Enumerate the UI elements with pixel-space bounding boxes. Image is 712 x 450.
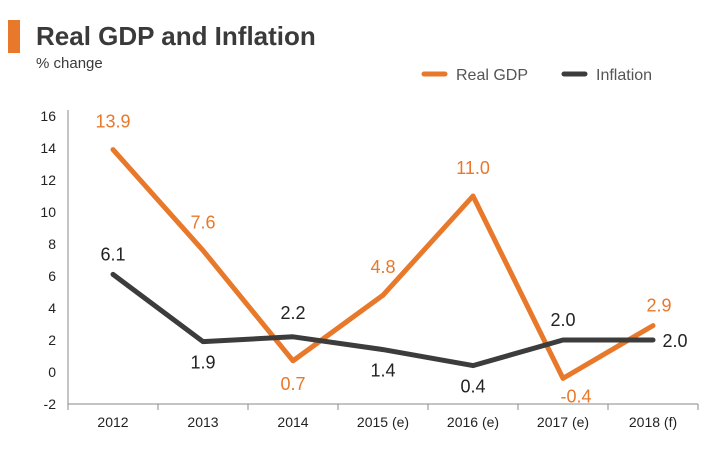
data-label-real-gdp: 2.9 xyxy=(646,296,671,316)
data-label-real-gdp: 4.8 xyxy=(370,257,395,277)
unit-label: % change xyxy=(36,55,103,72)
legend-label-real-gdp: Real GDP xyxy=(456,67,528,84)
series-line-real-gdp xyxy=(110,147,656,381)
data-label-inflation: 1.9 xyxy=(190,353,215,373)
title-accent-bar xyxy=(8,20,20,53)
y-tick-label: 14 xyxy=(40,140,56,156)
data-label-real-gdp: 7.6 xyxy=(190,212,215,232)
legend: Real GDP Inflation xyxy=(421,67,652,84)
data-label-inflation: 2.2 xyxy=(280,303,305,323)
y-tick-label: 2 xyxy=(48,332,56,348)
data-label-inflation: 1.4 xyxy=(370,361,395,381)
series-line-inflation xyxy=(110,271,656,369)
data-label-real-gdp: -0.4 xyxy=(560,386,591,406)
data-label-real-gdp: 13.9 xyxy=(95,112,130,132)
x-tick-label: 2017 (e) xyxy=(537,414,589,430)
y-tick-label: 16 xyxy=(40,108,56,124)
y-tick-label: -2 xyxy=(44,396,57,412)
data-label-inflation: 6.1 xyxy=(100,244,125,264)
x-tick-label: 2016 (e) xyxy=(447,414,499,430)
legend-label-inflation: Inflation xyxy=(596,67,652,84)
data-label-inflation: 0.4 xyxy=(460,377,485,397)
x-tick-label: 2015 (e) xyxy=(357,414,409,430)
y-tick-label: 12 xyxy=(40,172,56,188)
data-labels: 13.9 7.6 0.7 4.8 11.0 -0.4 2.9 6.1 1.9 2.2 1.4 0.4 2… xyxy=(95,112,687,407)
x-tick-label: 2018 (f) xyxy=(629,414,677,430)
x-tick-label: 2012 xyxy=(97,414,128,430)
y-tick-label: 6 xyxy=(48,268,56,284)
series-lines xyxy=(110,147,656,381)
data-label-inflation: 2.0 xyxy=(550,310,575,330)
x-tick-label: 2013 xyxy=(187,414,218,430)
axes: -2 0 2 4 6 8 10 12 14 16 2012 2013 2014 2015 (e) 2016 … xyxy=(40,108,699,430)
y-tick-label: 10 xyxy=(40,204,56,220)
y-tick-label: 8 xyxy=(48,236,56,252)
data-label-real-gdp: 11.0 xyxy=(456,158,490,178)
y-tick-label: 4 xyxy=(48,300,56,316)
y-tick-label: 0 xyxy=(48,364,56,380)
data-label-inflation: 2.0 xyxy=(662,331,687,351)
chart-title: Real GDP and Inflation xyxy=(36,21,316,51)
data-label-real-gdp: 0.7 xyxy=(280,374,305,394)
x-tick-label: 2014 xyxy=(277,414,308,430)
